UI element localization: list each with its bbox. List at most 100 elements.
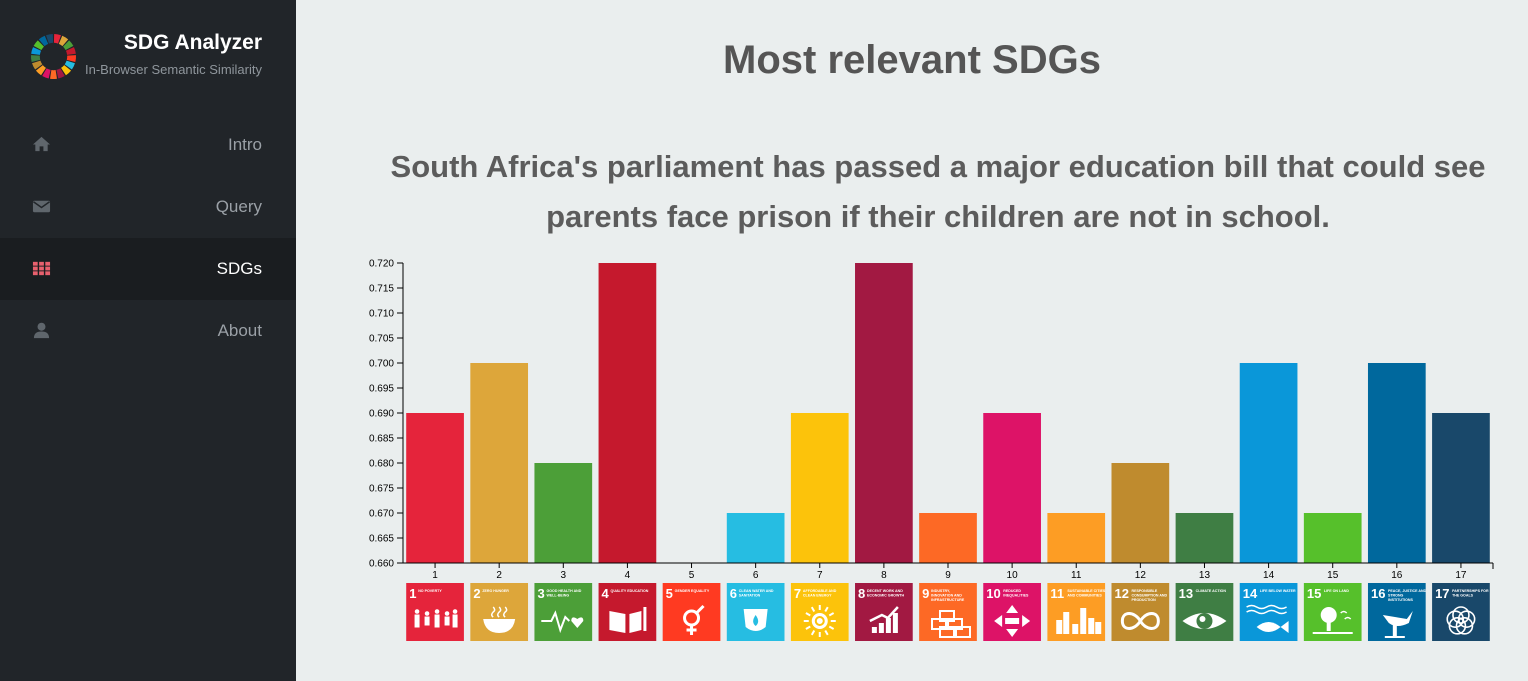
sdg-tile-15: 15 LIFE ON LAND	[1303, 583, 1362, 641]
x-tick-label: 12	[1135, 570, 1147, 581]
logo-segment	[35, 65, 46, 76]
bar-sdg-3	[534, 463, 593, 563]
sdg-tile-7: 7 AFFORDABLE AND CLEAN ENERGY	[790, 583, 849, 641]
x-tick-label: 9	[945, 570, 951, 581]
sdg-tile-number: 7	[794, 586, 801, 601]
logo-segment	[56, 68, 65, 79]
logo-segment	[30, 55, 41, 63]
sdg-tile-number: 1	[409, 586, 416, 601]
sdg-tile-number: 12	[1115, 586, 1129, 601]
sdg-tile-1: 1 NO POVERTY	[406, 583, 464, 641]
sdg-tile-number: 11	[1050, 586, 1064, 601]
x-tick-label: 13	[1199, 570, 1211, 581]
eye-globe-icon	[1182, 613, 1227, 629]
app-title: SDG Analyzer	[123, 31, 262, 54]
bar-sdg-12	[1111, 463, 1170, 563]
brand[interactable]: SDG Analyzer In-Browser Semantic Similar…	[0, 0, 296, 106]
sdg-tile-12: 12 RESPONSIBLE CONSUMPTION AND PRODUCTION	[1111, 583, 1170, 641]
y-tick-label: 0.700	[369, 359, 394, 370]
sdg-tile-number: 6	[730, 586, 737, 601]
sidebar-item-label: Query	[215, 197, 262, 216]
y-tick-label: 0.670	[369, 509, 394, 520]
sdg-tile-background	[790, 583, 849, 641]
sdg-tile-4: 4 QUALITY EDUCATION	[598, 583, 657, 641]
bar-sdg-11	[1047, 513, 1106, 563]
sidebar-item-query[interactable]: Query	[0, 176, 296, 238]
sdg-tile-background	[1111, 583, 1170, 641]
logo-segment	[33, 40, 44, 51]
y-tick-label: 0.710	[369, 309, 394, 320]
home-icon	[32, 136, 51, 152]
sdg-tile-background	[1175, 583, 1234, 641]
logo-segment	[64, 60, 75, 70]
bar-sdg-15	[1303, 513, 1362, 563]
sdg-tile-name: INDUSTRY, INNOVATION AND INFRASTRUCTURE	[931, 589, 965, 602]
book-icon	[609, 607, 647, 633]
x-tick-label: 2	[496, 570, 502, 581]
water-drop-icon	[743, 609, 768, 631]
query-line-2: parents face prison if their children ar…	[546, 199, 1330, 234]
sdg-tile-3: 3 GOOD HEALTH AND WELL-BEING	[534, 583, 593, 641]
sdg-tile-name: PARTNERSHIPS FOR THE GOALS	[1452, 589, 1489, 597]
user-icon	[33, 322, 50, 339]
sdg-tile-13: 13 CLIMATE ACTION	[1175, 583, 1234, 641]
sidebar-item-intro[interactable]: Intro	[0, 114, 296, 176]
sdg-tile-name: CLEAN WATER AND SANITATION	[739, 589, 774, 597]
bar-sdg-7	[790, 413, 849, 563]
sdg-tile-9: 9 INDUSTRY, INNOVATION AND INFRASTRUCTURE	[919, 583, 977, 641]
tree-icon	[1312, 607, 1353, 634]
x-tick-label: 5	[689, 570, 695, 581]
sdg-tile-name: REDUCED INEQUALITIES	[1003, 589, 1029, 597]
rings-icon	[1446, 606, 1476, 635]
x-tick-label: 15	[1327, 570, 1339, 581]
y-tick-label: 0.675	[369, 484, 394, 495]
sdg-tile-name: SUSTAINABLE CITIES AND COMMUNITIES	[1067, 589, 1105, 597]
bar-sdg-10	[983, 413, 1041, 563]
fish-icon	[1246, 604, 1289, 633]
sidebar-item-label: Intro	[227, 135, 262, 154]
bar-sdg-8	[855, 263, 913, 563]
y-tick-label: 0.705	[369, 334, 394, 345]
x-tick-label: 6	[753, 570, 759, 581]
y-tick-label: 0.715	[369, 284, 394, 295]
family-icon	[414, 609, 458, 628]
sdg-tile-background	[598, 583, 657, 641]
y-tick-label: 0.690	[369, 409, 394, 420]
y-tick-label: 0.680	[369, 459, 394, 470]
sidebar-item-sdgs[interactable]: SDGs	[0, 238, 296, 300]
sdg-tile-8: 8 DECENT WORK AND ECONOMIC GROWTH	[855, 583, 913, 641]
sdg-tile-number: 10	[986, 586, 1000, 601]
sdg-tile-6: 6 CLEAN WATER AND SANITATION	[726, 583, 785, 641]
growth-chart-icon	[869, 606, 899, 633]
y-tick-label: 0.665	[369, 534, 394, 545]
arrows-icon	[994, 605, 1031, 637]
bar-sdg-2	[470, 363, 529, 563]
sdg-tile-name: LIFE BELOW WATER	[1260, 589, 1296, 593]
x-tick-label: 11	[1071, 570, 1082, 581]
query-sentence: South Africa's parliament has passed a m…	[386, 142, 1490, 242]
y-tick-label: 0.660	[369, 559, 394, 570]
sdg-tile-name: GOOD HEALTH AND WELL-BEING	[546, 589, 581, 597]
sdg-tile-name: AFFORDABLE AND CLEAN ENERGY	[803, 589, 837, 597]
sdg-tile-2: 2 ZERO HUNGER	[470, 583, 529, 641]
grid-icon	[32, 261, 51, 276]
x-tick-label: 3	[561, 570, 567, 581]
sdg-tile-number: 15	[1307, 586, 1321, 601]
bar-sdg-6	[726, 513, 785, 563]
sdg-tile-5: 5 GENDER EQUALITY	[662, 583, 721, 641]
bar-sdg-1	[406, 413, 464, 563]
sdg-tile-number: 9	[922, 586, 929, 601]
sdg-tile-number: 3	[537, 586, 544, 601]
logo-segment	[66, 55, 77, 63]
logo-segment	[61, 65, 72, 76]
y-tick-label: 0.695	[369, 384, 394, 395]
envelope-icon	[32, 200, 51, 213]
sdg-tile-background	[1432, 583, 1490, 641]
y-tick-label: 0.685	[369, 434, 394, 445]
query-line-1: South Africa's parliament has passed a m…	[390, 149, 1486, 184]
x-tick-label: 10	[1007, 570, 1019, 581]
sdg-tile-number: 5	[666, 586, 673, 601]
dove-icon	[1382, 611, 1413, 638]
bar-sdg-14	[1239, 363, 1298, 563]
sidebar-item-about[interactable]: About	[0, 300, 296, 362]
